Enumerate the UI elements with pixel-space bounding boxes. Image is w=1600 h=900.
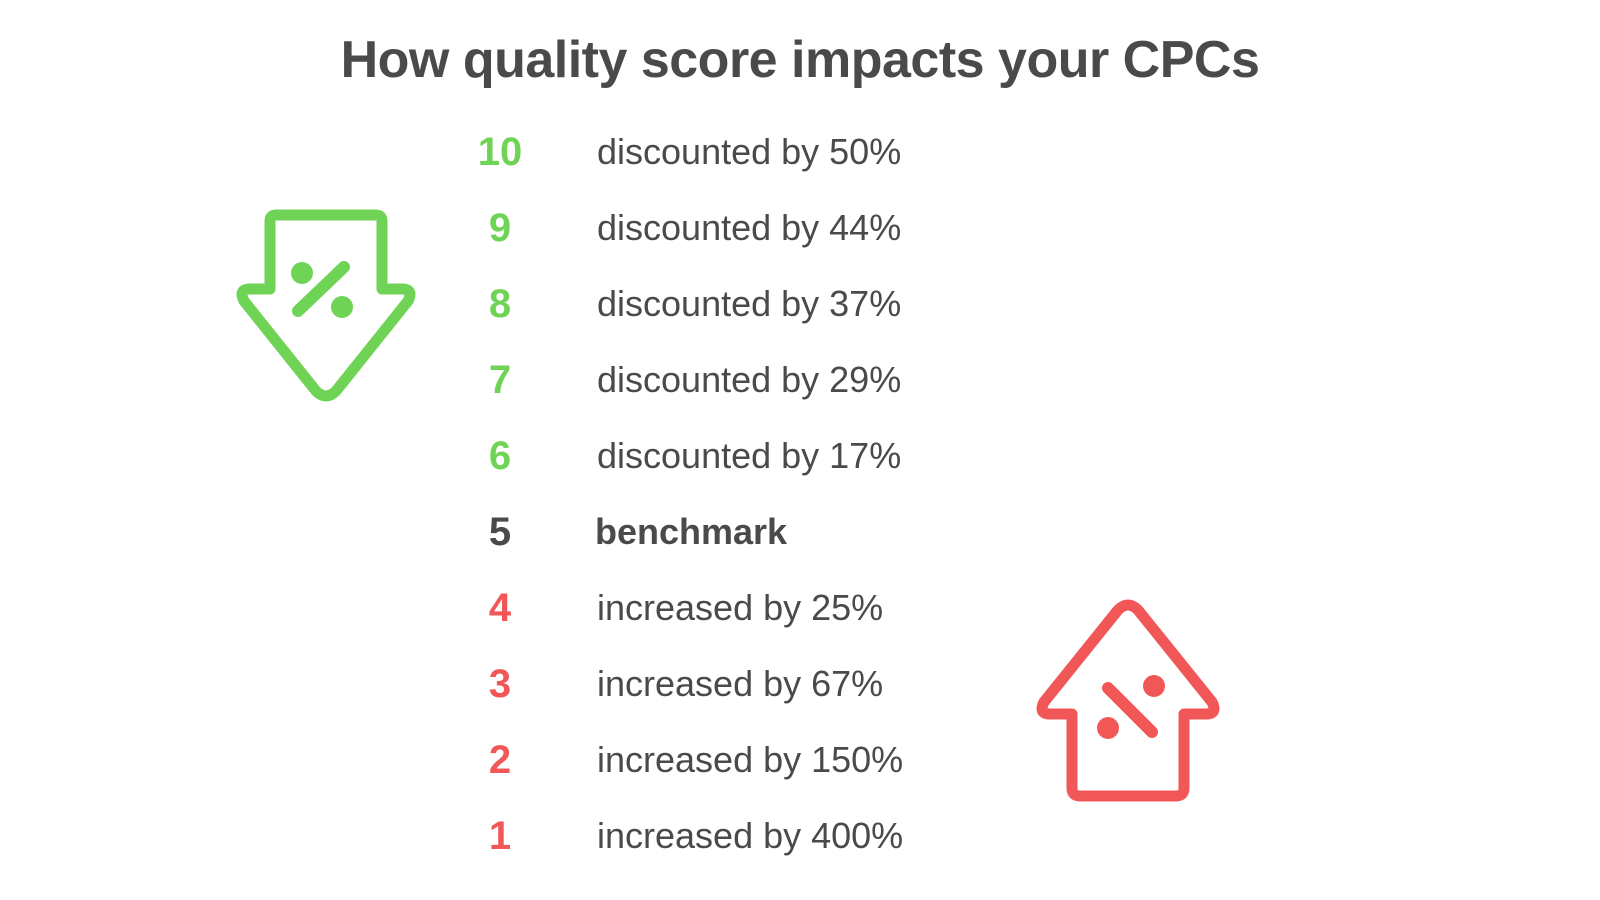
score-value: 5 [488,510,512,554]
cpc-effect-label: discounted by 50% [597,131,902,172]
cpc-effect-label: increased by 400% [597,815,904,856]
score-value: 9 [488,206,512,250]
list-item: 5 benchmark [0,502,1600,562]
score-value: 4 [488,586,512,630]
cpc-effect-label: benchmark [595,511,788,552]
cpc-effect-label: discounted by 17% [597,435,902,476]
list-item: 6 discounted by 17% [0,426,1600,486]
cpc-effect-label: increased by 25% [597,587,884,628]
list-item: 9 discounted by 44% [0,198,1600,258]
cpc-effect-label: discounted by 44% [597,207,902,248]
score-value: 6 [488,434,512,478]
list-item: 8 discounted by 37% [0,274,1600,334]
cpc-effect-label: increased by 150% [597,739,904,780]
score-value: 1 [488,814,512,858]
score-value: 10 [477,130,523,174]
score-value: 2 [488,738,512,782]
score-value: 3 [488,662,512,706]
score-value: 7 [488,358,512,402]
list-item: 4 increased by 25% [0,578,1600,638]
list-item: 3 increased by 67% [0,654,1600,714]
score-value: 8 [488,282,512,326]
cpc-effect-label: discounted by 37% [597,283,902,324]
cpc-effect-label: increased by 67% [597,663,884,704]
list-item: 1 increased by 400% [0,806,1600,866]
percent-up-arrow-icon [1036,599,1220,802]
percent-down-arrow-icon [236,209,416,402]
cpc-effect-label: discounted by 29% [597,359,902,400]
list-item: 2 increased by 150% [0,730,1600,790]
page-title: How quality score impacts your CPCs [340,31,1260,89]
list-item: 10 discounted by 50% [0,122,1600,182]
list-item: 7 discounted by 29% [0,350,1600,410]
